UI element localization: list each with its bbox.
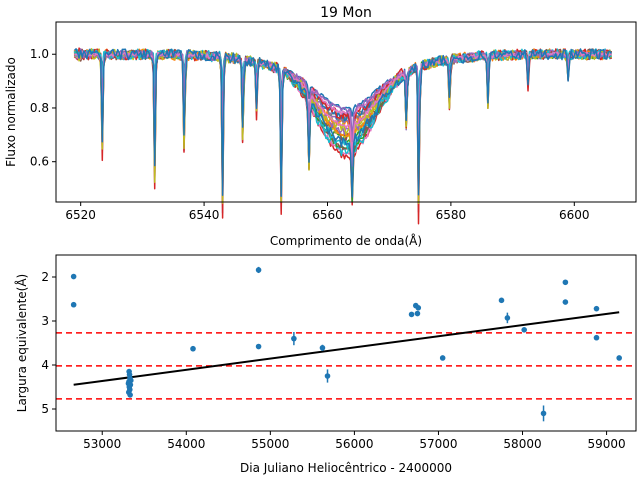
x-axis-ticks: 53000 54000 55000 56000 57000 58000 59000 (83, 431, 626, 451)
data-point (125, 380, 132, 387)
data-point (498, 297, 505, 304)
data-point (70, 273, 77, 280)
data-point (127, 392, 133, 398)
data-point (190, 345, 196, 352)
x-tick-label: 57000 (419, 437, 457, 451)
y-axis-label: Fluxo normalizado (4, 57, 18, 167)
data-point (540, 410, 547, 417)
y-axis-ticks: 0.6 0.8 1.0 (30, 47, 56, 169)
data-point (504, 315, 511, 321)
y-tick-label: 1.0 (30, 47, 49, 61)
data-point (255, 343, 262, 350)
y-tick-label: 3 (41, 314, 49, 328)
x-tick-label: 6600 (559, 208, 590, 222)
y-tick-label: 4 (41, 358, 49, 372)
data-point (616, 355, 622, 361)
x-tick-label: 56000 (335, 437, 373, 451)
y-tick-label: 0.6 (30, 155, 49, 169)
trend-line-group (73, 311, 620, 386)
x-axis-label: Dia Juliano Heliocêntrico - 2400000 (240, 461, 452, 475)
y-axis-label: Largura equivalente(Å) (14, 274, 29, 412)
x-tick-label: 54000 (167, 437, 205, 451)
data-point (408, 311, 415, 318)
data-point (593, 334, 600, 341)
y-axis-ticks: 2 3 4 5 (41, 270, 56, 416)
trend-line (73, 311, 620, 386)
spectrum-line (74, 48, 612, 198)
plot-frame (55, 254, 637, 432)
x-tick-label: 6520 (65, 208, 96, 222)
spectrum-line (74, 51, 612, 167)
data-point (562, 279, 569, 286)
data-point (70, 301, 77, 308)
x-tick-label: 55000 (251, 437, 289, 451)
x-axis-label: Comprimento de onda(Å) (270, 233, 422, 248)
reference-lines (56, 332, 636, 400)
data-point (439, 355, 446, 361)
x-tick-label: 6560 (312, 208, 343, 222)
data-point (324, 373, 331, 379)
chart-title: 19 Mon (320, 5, 372, 21)
data-point (255, 267, 262, 273)
x-tick-label: 53000 (83, 437, 121, 451)
y-tick-label: 5 (41, 402, 49, 416)
data-point (562, 299, 569, 305)
data-point (319, 345, 326, 351)
data-point (521, 327, 528, 333)
y-tick-label: 2 (41, 270, 49, 284)
data-point (291, 335, 297, 342)
spectrum-series-group (73, 47, 613, 225)
equivalent-width-chart: 53000 54000 55000 56000 57000 58000 59000 2 3 4 5… (14, 254, 637, 475)
x-tick-label: 6580 (436, 208, 467, 222)
spectrum-chart: 19 Mon 6520 6540 6560 6580 6600 0.6 0.8 1.0 Co… (4, 5, 637, 248)
plot-frame (55, 21, 637, 203)
x-tick-label: 59000 (587, 437, 625, 451)
x-axis-ticks: 6520 6540 6560 6580 6600 (65, 202, 590, 222)
data-points-group (70, 266, 622, 422)
data-point (414, 310, 421, 317)
x-tick-label: 6540 (189, 208, 220, 222)
data-point (593, 305, 600, 312)
y-tick-label: 0.8 (30, 101, 49, 115)
data-point (415, 305, 422, 311)
x-tick-label: 58000 (503, 437, 541, 451)
